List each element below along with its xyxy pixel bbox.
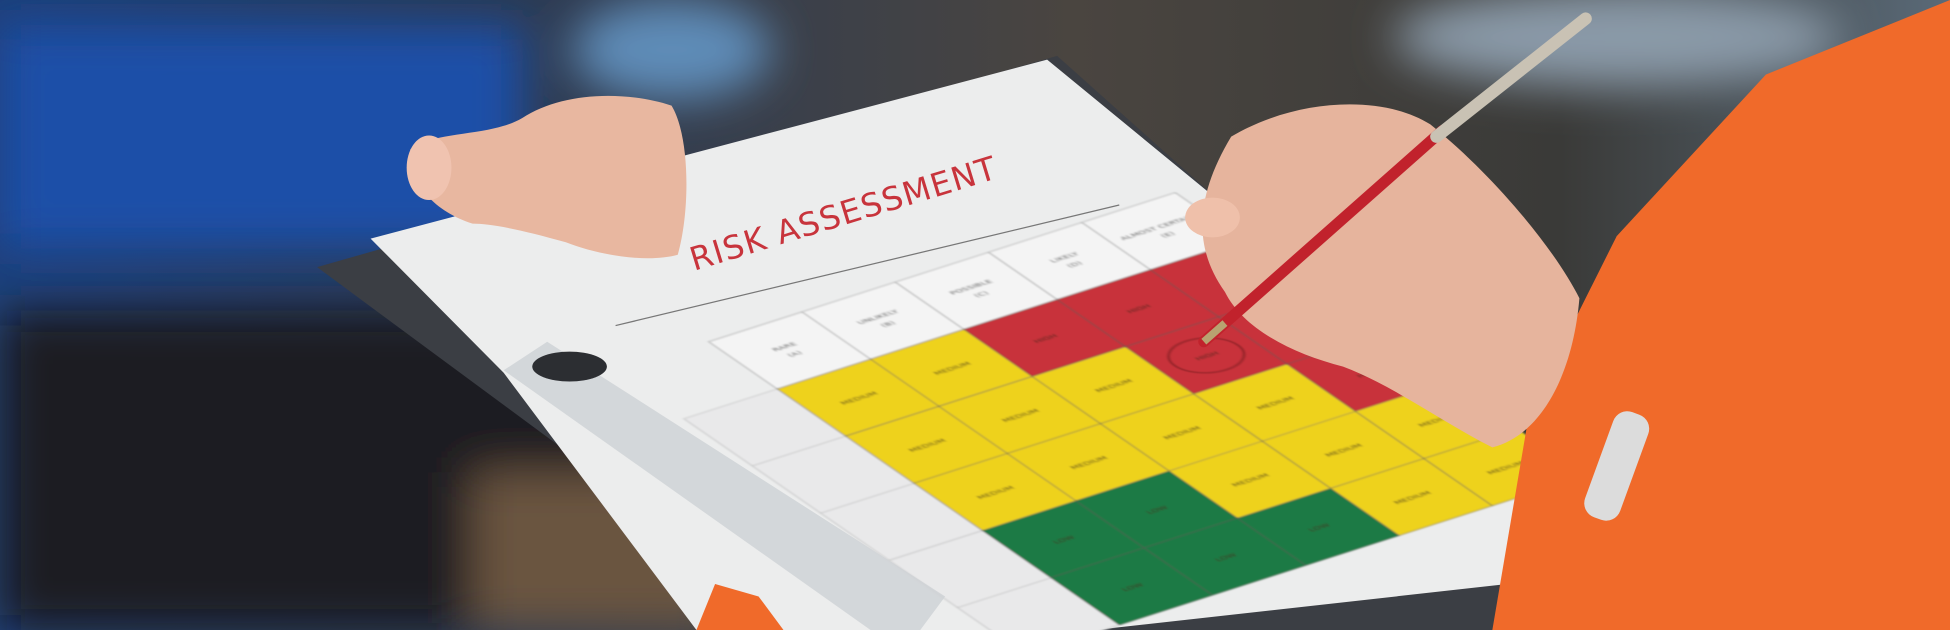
column-header-code: (B) (878, 319, 898, 328)
risk-cell: MEDIUM (1031, 346, 1195, 425)
clip-hinge (532, 351, 607, 382)
column-header: POSSIBLE(C) (894, 251, 1058, 330)
risk-cell-label: LOW (1050, 534, 1077, 545)
jacket-sleeve-left (696, 584, 784, 630)
title-rule (615, 204, 1120, 327)
clipboard-clip (503, 341, 946, 630)
column-header-code: (E) (1158, 230, 1177, 239)
column-header-code: (A) (784, 349, 804, 358)
column-header-code: (C) (971, 289, 991, 298)
pen (1198, 12, 1592, 348)
left-hand (406, 95, 687, 259)
risk-cell-label: LOW (1212, 551, 1239, 562)
risk-matrix: RARE(A)UNLIKELY(B)POSSIBLE(C)LIKELY(D)AL… (683, 192, 1587, 630)
risk-cell: MEDIUM (776, 358, 940, 437)
risk-cell-label: LOW (1119, 581, 1146, 592)
right-hand (1185, 104, 1580, 448)
risk-cell-label: LOW (1305, 522, 1332, 533)
risk-cell: MEDIUM (1193, 363, 1357, 442)
column-header-code: (D) (1064, 259, 1085, 268)
pen-circle-mark (1167, 337, 1245, 374)
risk-cell-label: LOW (1144, 504, 1171, 515)
column-header: UNLIKELY(B) (801, 281, 965, 360)
jacket-pen-clip (1584, 411, 1650, 521)
risk-cell: MEDIUM (1006, 423, 1170, 502)
